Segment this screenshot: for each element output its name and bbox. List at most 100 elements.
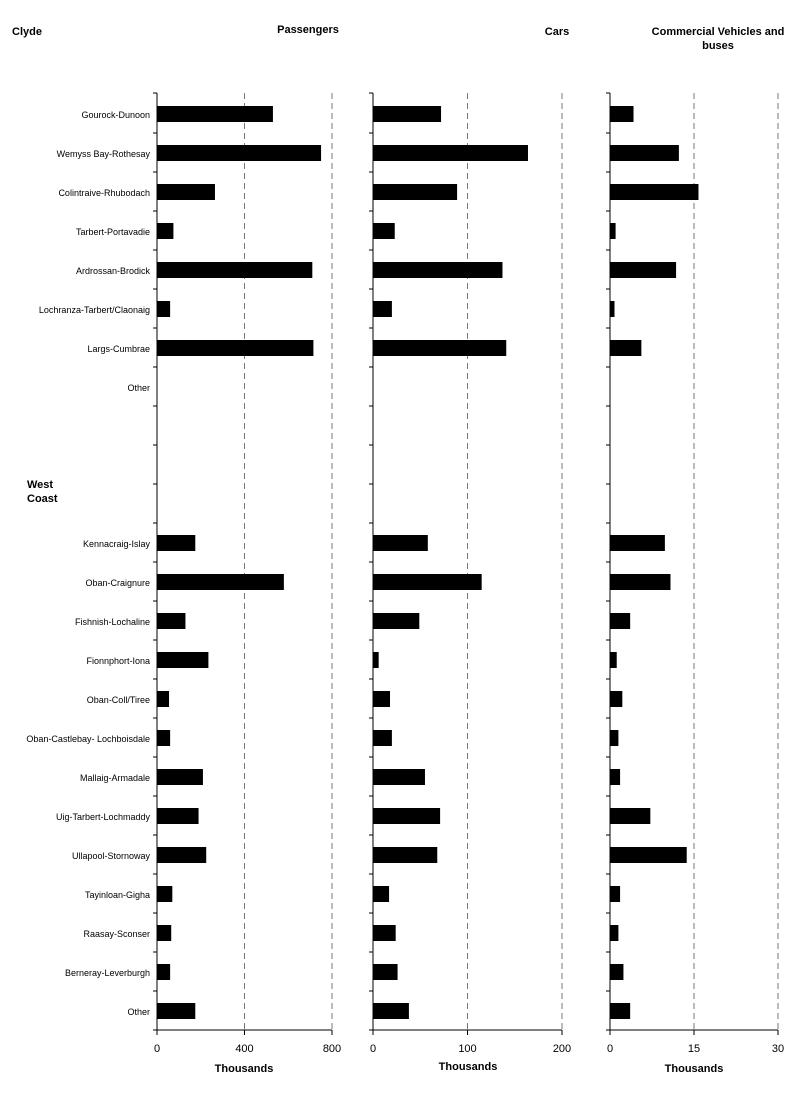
bar <box>373 145 528 161</box>
bar <box>373 184 458 200</box>
bar <box>610 691 623 707</box>
category-label: Oban-Castlebay- Lochboisdale <box>26 734 150 744</box>
category-label: Fionnphort-Iona <box>86 656 150 666</box>
bar <box>610 730 619 746</box>
bar <box>373 340 507 356</box>
bar <box>157 106 273 122</box>
category-label: Raasay-Sconser <box>83 929 150 939</box>
bar <box>610 145 679 161</box>
category-label: Wemyss Bay-Rothesay <box>57 149 151 159</box>
group-label-west-coast: West Coast <box>27 479 58 505</box>
category-label: Gourock-Dunoon <box>81 110 150 120</box>
chart-panels: Passengers 0 400 800 Thousands Cars 0 100 200 Tho… <box>153 24 784 1075</box>
x-tick-label: 30 <box>772 1043 784 1055</box>
bar <box>610 340 642 356</box>
bar <box>373 1003 409 1019</box>
group-label-west-coast-line-2: Coast <box>27 493 58 505</box>
bar <box>610 184 699 200</box>
bar <box>373 301 392 317</box>
bar <box>610 262 677 278</box>
bar <box>157 262 313 278</box>
x-tick-label: 0 <box>154 1043 160 1055</box>
bar <box>610 106 634 122</box>
x-tick-label: 0 <box>370 1043 376 1055</box>
bar <box>373 574 482 590</box>
bar <box>373 223 395 239</box>
bar <box>373 925 396 941</box>
category-label: Colintraive-Rhubodach <box>58 188 150 198</box>
bar <box>157 769 203 785</box>
bar <box>373 691 391 707</box>
category-label: Kennacraig-Islay <box>83 539 151 549</box>
x-tick-label: 800 <box>323 1043 341 1055</box>
x-axis-label: Thousands <box>665 1063 724 1075</box>
category-label: Other <box>127 1007 150 1017</box>
bar <box>373 106 442 122</box>
x-tick-label: 0 <box>607 1043 613 1055</box>
bar <box>157 1003 196 1019</box>
bar <box>157 886 173 902</box>
panel-2: Cars 0 100 200 Thousands <box>369 26 571 1073</box>
bar <box>157 535 196 551</box>
bar <box>610 847 687 863</box>
category-label: Fishnish-Lochaline <box>75 617 150 627</box>
category-label: Tayinloan-Gigha <box>85 890 150 900</box>
panel-title: buses <box>702 40 734 52</box>
bar <box>157 847 207 863</box>
x-tick-label: 100 <box>458 1043 476 1055</box>
bar <box>157 301 171 317</box>
bar <box>610 652 617 668</box>
x-axis-label: Thousands <box>215 1063 274 1075</box>
category-label: Oban-Coll/Tiree <box>87 695 150 705</box>
bar <box>157 340 314 356</box>
bar <box>610 613 631 629</box>
category-label: Berneray-Leverburgh <box>65 968 150 978</box>
category-label: Tarbert-Portavadie <box>76 227 150 237</box>
panel-title: Cars <box>545 26 569 38</box>
bar <box>610 301 615 317</box>
bar <box>373 886 390 902</box>
bar <box>373 262 503 278</box>
bar <box>157 613 186 629</box>
x-tick-label: 15 <box>688 1043 700 1055</box>
group-label-clyde: Clyde <box>12 26 42 38</box>
bar <box>373 652 379 668</box>
bar <box>373 769 425 785</box>
bar <box>157 925 172 941</box>
bar <box>157 145 322 161</box>
bar <box>157 808 199 824</box>
category-labels: Gourock-Dunoon Wemyss Bay-Rothesay Colintr… <box>26 110 150 1017</box>
bar <box>373 808 441 824</box>
bar <box>373 964 398 980</box>
bar <box>373 847 438 863</box>
group-label-west-coast-line-1: West <box>27 479 53 491</box>
category-label: Ardrossan-Brodick <box>76 266 151 276</box>
bar <box>157 223 174 239</box>
panel-title: Commercial Vehicles and <box>652 26 785 38</box>
bar <box>610 535 665 551</box>
bar <box>610 1003 631 1019</box>
bar <box>373 613 420 629</box>
bar <box>610 574 671 590</box>
panel-title: Passengers <box>277 24 339 36</box>
category-label: Oban-Craignure <box>85 578 150 588</box>
bar <box>610 964 624 980</box>
category-label: Largs-Cumbrae <box>87 344 150 354</box>
category-label: Uig-Tarbert-Lochmaddy <box>56 812 151 822</box>
bar <box>157 652 209 668</box>
bar <box>157 964 171 980</box>
bar <box>157 730 171 746</box>
bar <box>610 808 651 824</box>
bar <box>157 184 215 200</box>
bar <box>157 691 170 707</box>
panel-1: Passengers 0 400 800 Thousands <box>153 24 341 1075</box>
bar <box>373 535 428 551</box>
bar <box>610 886 621 902</box>
bar <box>157 574 284 590</box>
bar <box>610 925 619 941</box>
x-axis-label: Thousands <box>439 1061 498 1073</box>
bar <box>373 730 392 746</box>
bar <box>610 223 616 239</box>
category-label: Other <box>127 383 150 393</box>
